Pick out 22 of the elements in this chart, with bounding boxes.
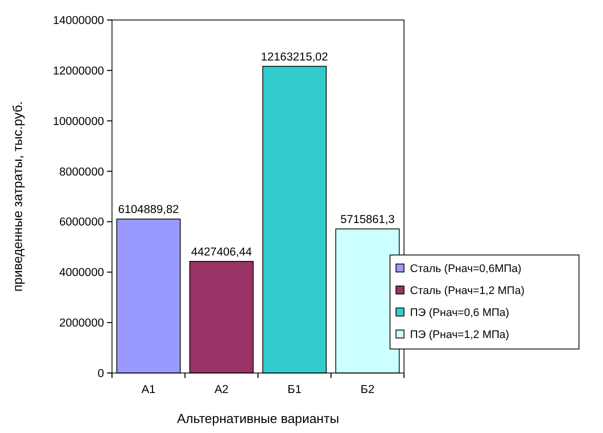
legend-label: ПЭ (Рнач=0,6 МПа)	[410, 307, 510, 319]
x-tick-label: Б2	[360, 384, 374, 396]
y-tick-label: 8000000	[59, 166, 104, 178]
y-tick-label: 6000000	[59, 216, 104, 229]
x-axis-title: Альтернативные варианты	[176, 411, 340, 426]
data-label: 6104889,82	[118, 204, 179, 216]
x-tick-label: А1	[141, 384, 156, 396]
data-label: 5715861,3	[340, 214, 395, 226]
x-tick-label: А2	[214, 384, 229, 396]
y-tick-label: 10000000	[52, 116, 104, 128]
x-tick-label: Б1	[288, 384, 302, 396]
data-label: 4427406,44	[191, 246, 252, 258]
legend-label: Сталь (Рнач=1,2 МПа)	[410, 285, 524, 297]
legend-label: Сталь (Рнач=0,6МПа)	[410, 263, 522, 275]
y-tick-label: 14000000	[52, 15, 104, 27]
y-tick-label: 12000000	[52, 65, 104, 78]
y-tick-label: 2000000	[59, 318, 104, 330]
y-axis-title: приведенные затраты, тыс.руб.	[10, 101, 25, 292]
legend-label: ПЭ (Рнач=1,2 МПа)	[410, 329, 510, 341]
y-tick-label: 4000000	[59, 267, 104, 280]
data-label: 12163215,02	[260, 51, 328, 64]
y-tick-label: 0	[98, 368, 104, 380]
